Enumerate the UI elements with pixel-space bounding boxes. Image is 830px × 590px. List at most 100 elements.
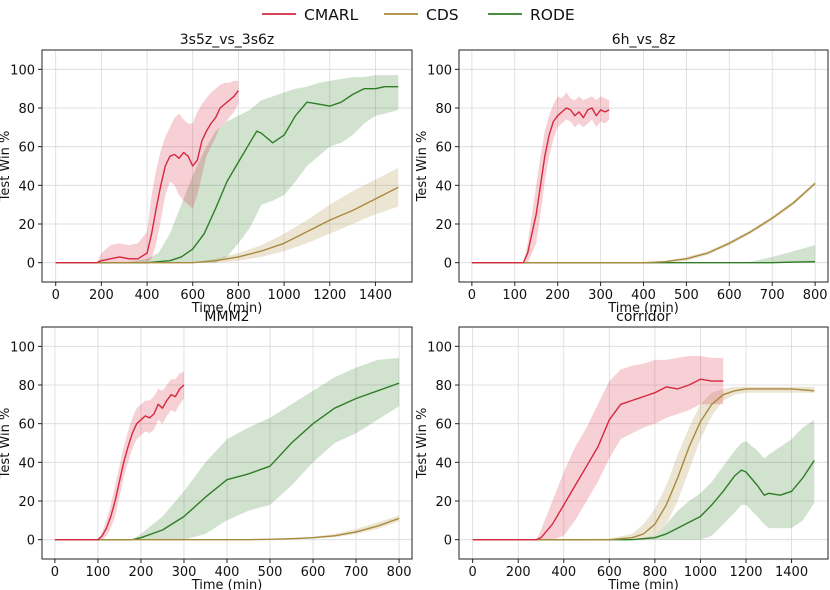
- x-tick-label: 0: [52, 288, 60, 303]
- y-tick-label: 20: [435, 495, 452, 510]
- legend-item-rode[interactable]: RODE: [488, 6, 575, 24]
- band-rode: [471, 245, 816, 263]
- legend-label-cds: CDS: [426, 6, 459, 24]
- x-tick-label: 200: [506, 565, 531, 580]
- y-tick-label: 20: [18, 218, 35, 233]
- y-tick-label: 40: [435, 179, 452, 194]
- y-tick-label: 60: [18, 418, 35, 433]
- plot-frame: [458, 326, 829, 560]
- x-tick-label: 1200: [729, 565, 762, 580]
- y-tick-label: 0: [27, 534, 35, 549]
- y-tick-label: 80: [18, 102, 35, 117]
- x-tick-label: 400: [135, 288, 160, 303]
- line-rode: [471, 261, 816, 264]
- y-tick-label: 20: [435, 218, 452, 233]
- line-rode: [472, 460, 815, 541]
- y-tick-label: 60: [18, 141, 35, 156]
- y-axis-label: Test Win %: [415, 131, 430, 203]
- line-cmarl: [471, 107, 610, 264]
- y-tick-label: 100: [10, 340, 35, 355]
- band-cmarl: [55, 80, 239, 263]
- line-rode: [55, 85, 399, 264]
- y-axis-label: Test Win %: [0, 131, 13, 203]
- series-lines: [471, 107, 816, 264]
- y-tick-label: 0: [444, 534, 452, 549]
- y-tick-label: 40: [435, 456, 452, 471]
- x-tick-label: 1000: [684, 565, 717, 580]
- x-axis: 0 100 200 300 400 500 600 700 800: [468, 282, 828, 303]
- line-rode: [54, 382, 400, 541]
- panel-corridor: 0 200 400 600 800 1000 1200 1400 0 20 40 60 80 100 cor…: [415, 309, 829, 590]
- y-tick-label: 40: [18, 179, 35, 194]
- band-cds: [471, 181, 816, 263]
- x-tick-label: 300: [588, 288, 613, 303]
- x-tick-label: 0: [468, 288, 476, 303]
- panel-MMM2: 0 100 200 300 400 500 600 700 800 0 20 40 60 80 100 MMM…: [0, 309, 413, 590]
- x-axis: 0 200 400 600 800 1000 1200 1400: [52, 282, 392, 303]
- band-cds: [55, 167, 399, 263]
- line-cmarl: [472, 378, 724, 541]
- x-axis: 0 200 400 600 800 1000 1200 1400: [469, 559, 808, 580]
- x-tick-label: 1000: [268, 288, 301, 303]
- y-tick-label: 100: [427, 63, 452, 78]
- y-axis: 0 20 40 60 80 100: [10, 340, 42, 549]
- panel-6h_vs_8z: 0 100 200 300 400 500 600 700 800 0 20 40 60 80 100 6h_…: [415, 32, 829, 316]
- line-cds: [54, 517, 400, 541]
- x-tick-label: 600: [597, 565, 622, 580]
- legend-item-cmarl[interactable]: CMARL: [262, 6, 359, 24]
- x-tick-label: 200: [129, 565, 154, 580]
- series-lines: [55, 85, 399, 264]
- x-tick-label: 800: [387, 565, 412, 580]
- x-tick-label: 400: [631, 288, 656, 303]
- panel-3s5z_vs_3s6z: 0 200 400 600 800 1000 1200 1400 0 20 40 60 80 100 3s5…: [0, 32, 413, 316]
- x-tick-label: 1400: [359, 288, 392, 303]
- x-tick-label: 600: [301, 565, 326, 580]
- line-cds: [472, 388, 815, 541]
- y-axis-label: Test Win %: [0, 408, 13, 480]
- y-tick-label: 20: [18, 495, 35, 510]
- gridlines: [459, 327, 828, 559]
- band-cmarl: [471, 92, 610, 263]
- x-tick-label: 700: [760, 288, 785, 303]
- x-tick-label: 100: [502, 288, 527, 303]
- chart-title: MMM2: [204, 309, 249, 325]
- y-axis-label: Test Win %: [415, 408, 430, 480]
- series-lines: [54, 382, 400, 541]
- plot-frame: [41, 49, 413, 283]
- y-tick-label: 0: [444, 257, 452, 272]
- x-tick-label: 500: [674, 288, 699, 303]
- y-tick-label: 60: [435, 141, 452, 156]
- y-tick-label: 0: [27, 257, 35, 272]
- x-tick-label: 1400: [775, 565, 808, 580]
- x-tick-label: 1200: [313, 288, 346, 303]
- chart-title: 6h_vs_8z: [612, 32, 676, 48]
- x-tick-label: 0: [51, 565, 59, 580]
- band-rode: [55, 75, 399, 263]
- legend-label-cmarl: CMARL: [304, 6, 359, 24]
- x-tick-label: 600: [180, 288, 205, 303]
- series-lines: [472, 378, 815, 541]
- x-tick-label: 400: [215, 565, 240, 580]
- x-tick-label: 800: [803, 288, 828, 303]
- line-cmarl: [54, 384, 185, 541]
- x-tick-label: 0: [469, 565, 477, 580]
- legend-item-cds[interactable]: CDS: [384, 6, 459, 24]
- gridlines: [459, 50, 828, 282]
- x-tick-label: 100: [86, 565, 111, 580]
- y-tick-label: 60: [435, 418, 452, 433]
- chart-title: 3s5z_vs_3s6z: [180, 32, 275, 48]
- y-axis: 0 20 40 60 80 100: [10, 63, 42, 272]
- x-tick-label: 700: [344, 565, 369, 580]
- x-axis-label: Time (min): [607, 301, 679, 316]
- y-tick-label: 100: [10, 63, 35, 78]
- y-tick-label: 100: [427, 340, 452, 355]
- confidence-bands: [54, 357, 400, 540]
- chart-title: corridor: [616, 309, 671, 325]
- y-axis: 0 20 40 60 80 100: [427, 340, 459, 549]
- legend-label-rode: RODE: [530, 6, 575, 24]
- y-axis: 0 20 40 60 80 100: [427, 63, 459, 272]
- x-tick-label: 200: [545, 288, 570, 303]
- confidence-bands: [472, 356, 815, 540]
- confidence-bands: [55, 75, 399, 263]
